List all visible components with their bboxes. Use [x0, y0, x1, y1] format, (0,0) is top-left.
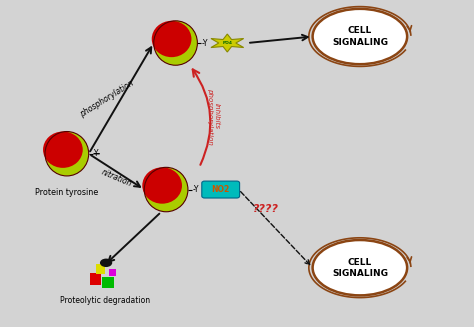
Text: PO4: PO4: [222, 41, 232, 45]
Circle shape: [100, 259, 112, 267]
Ellipse shape: [43, 131, 83, 168]
Ellipse shape: [45, 131, 89, 176]
Ellipse shape: [313, 9, 407, 64]
Text: Proteolytic degradation: Proteolytic degradation: [60, 296, 150, 305]
Bar: [96, 265, 105, 274]
Bar: [91, 273, 101, 285]
Text: ????: ????: [253, 204, 279, 214]
Text: NO2: NO2: [211, 185, 230, 194]
Ellipse shape: [152, 21, 191, 57]
Text: nitration: nitration: [100, 168, 133, 189]
Text: -Y: -Y: [202, 39, 208, 47]
Ellipse shape: [142, 167, 182, 204]
Text: Protein tyrosine: Protein tyrosine: [35, 188, 99, 197]
Text: -Y: -Y: [93, 149, 100, 158]
Text: CELL
SIGNALING: CELL SIGNALING: [332, 258, 388, 278]
Ellipse shape: [144, 167, 188, 212]
Bar: [102, 278, 114, 288]
FancyBboxPatch shape: [202, 181, 239, 198]
Bar: [109, 269, 116, 276]
Ellipse shape: [154, 21, 197, 65]
Text: -Y: -Y: [192, 185, 199, 194]
Text: phosphorylation: phosphorylation: [79, 78, 136, 119]
Text: CELL
SIGNALING: CELL SIGNALING: [332, 26, 388, 46]
Ellipse shape: [313, 240, 407, 295]
Text: Inhibits
phosphorylation: Inhibits phosphorylation: [207, 88, 220, 145]
Polygon shape: [211, 34, 244, 52]
